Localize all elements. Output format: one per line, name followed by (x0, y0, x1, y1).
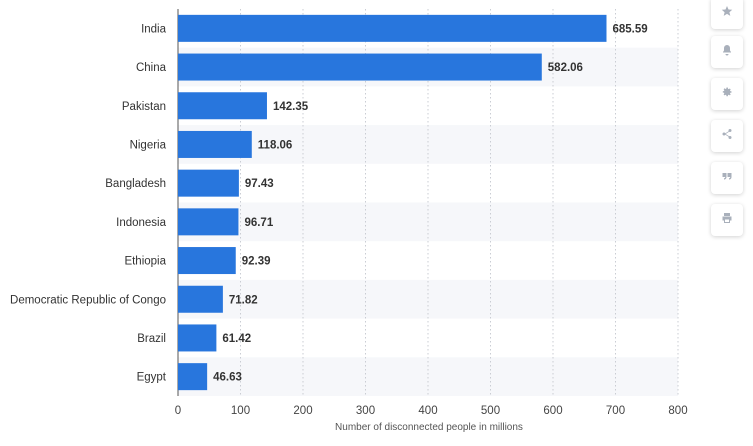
bell-icon (721, 43, 733, 61)
x-tick-label: 600 (543, 405, 562, 417)
x-tick-label: 500 (481, 405, 500, 417)
data-label: 46.63 (213, 372, 242, 384)
bar[interactable] (178, 14, 607, 42)
category-label: Pakistan (122, 101, 166, 113)
bar[interactable] (178, 169, 239, 197)
bar[interactable] (178, 53, 542, 81)
category-label: India (141, 23, 167, 35)
cite-button[interactable] (711, 162, 743, 194)
x-tick-label: 0 (175, 405, 181, 417)
bar[interactable] (178, 285, 223, 313)
x-tick-label: 100 (231, 405, 250, 417)
x-axis-ticks: 0 100 200 300 400 500 600 700 800 (175, 405, 688, 417)
x-tick-label: 800 (668, 405, 687, 417)
quote-icon (721, 169, 733, 187)
x-tick-label: 300 (356, 405, 375, 417)
category-label: Ethiopia (124, 256, 166, 268)
share-icon (721, 127, 733, 145)
bar-chart: India China Pakistan Nigeria Bangladesh Indon… (10, 9, 688, 433)
category-labels: India China Pakistan Nigeria Bangladesh Indon… (10, 23, 167, 383)
bar[interactable] (178, 324, 217, 352)
notification-button[interactable] (711, 36, 743, 68)
print-icon (721, 211, 733, 229)
x-tick-label: 200 (293, 405, 312, 417)
bar[interactable] (178, 363, 208, 391)
bar[interactable] (178, 247, 236, 275)
x-tick-label: 700 (606, 405, 625, 417)
data-label: 97.43 (245, 178, 274, 190)
gear-icon (721, 85, 733, 103)
x-axis-title: Number of disconnected people in million… (335, 422, 523, 433)
category-label: Indonesia (116, 217, 166, 229)
category-label: Egypt (137, 372, 167, 384)
data-label: 61.42 (222, 333, 251, 345)
data-label: 118.06 (258, 139, 293, 151)
data-label: 96.71 (244, 217, 273, 229)
data-label: 142.35 (273, 101, 309, 113)
print-button[interactable] (711, 204, 743, 236)
bar[interactable] (178, 130, 252, 158)
bar[interactable] (178, 92, 267, 120)
category-label: Democratic Republic of Congo (10, 294, 166, 306)
category-label: Bangladesh (105, 178, 166, 190)
star-icon (721, 4, 733, 22)
data-label: 582.06 (548, 62, 583, 74)
value-labels: 685.59 582.06 142.35 118.06 97.43 96.71 92.39 7… (213, 23, 648, 383)
data-label: 71.82 (229, 294, 258, 306)
settings-button[interactable] (711, 78, 743, 110)
x-tick-label: 400 (418, 405, 437, 417)
category-label: China (136, 62, 167, 74)
category-label: Nigeria (130, 139, 167, 151)
bars (178, 14, 607, 391)
chart-area: India China Pakistan Nigeria Bangladesh Indon… (10, 9, 688, 433)
data-label: 685.59 (612, 23, 647, 35)
data-label: 92.39 (242, 256, 271, 268)
share-button[interactable] (711, 120, 743, 152)
bar[interactable] (178, 208, 239, 236)
favorite-button[interactable] (711, 0, 743, 29)
category-label: Brazil (137, 333, 166, 345)
